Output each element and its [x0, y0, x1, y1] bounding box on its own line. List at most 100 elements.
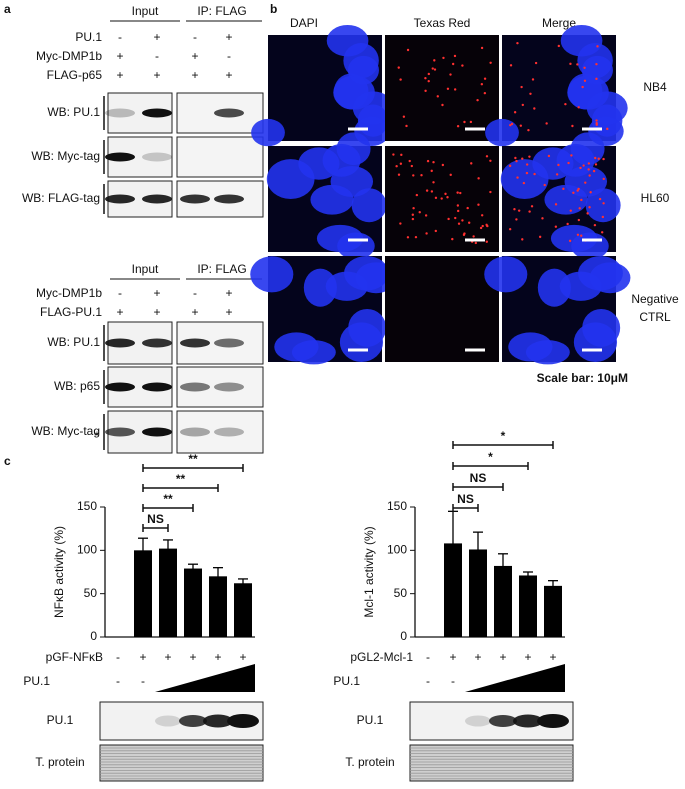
signal-dot	[583, 66, 586, 69]
signal-dot	[412, 207, 415, 210]
signal-dot	[392, 153, 395, 156]
error-bar	[548, 580, 558, 592]
blot-band	[203, 714, 233, 728]
x-tick-label: +	[239, 650, 246, 664]
blot-band	[180, 194, 210, 204]
signal-dot	[472, 235, 475, 238]
signal-dot	[440, 197, 443, 200]
signal-dot	[577, 187, 580, 191]
sign: +	[191, 305, 198, 319]
signal-dot	[400, 153, 403, 157]
signal-dot	[449, 173, 452, 177]
signal-dot	[582, 164, 585, 167]
signal-dot	[480, 83, 484, 86]
blot-band	[513, 714, 543, 728]
nucleus	[326, 24, 369, 57]
signal-dot	[470, 162, 473, 165]
blot-label: WB: FLAG-tag	[22, 191, 100, 205]
bar	[444, 543, 462, 637]
nucleus	[298, 147, 340, 180]
blot-band	[214, 194, 244, 204]
signal-dot	[583, 79, 587, 82]
blot-band	[179, 715, 207, 727]
y-tick-label: 100	[387, 543, 407, 557]
blot-band	[105, 382, 135, 392]
marker: *	[95, 429, 100, 443]
sign: +	[153, 30, 160, 44]
signal-dot	[408, 159, 411, 163]
signal-dot	[480, 214, 484, 217]
signal-dot	[424, 89, 427, 93]
nucleus	[508, 332, 553, 362]
signal-dot	[580, 234, 583, 237]
signal-dot	[534, 61, 538, 65]
error-bar	[498, 553, 508, 579]
signal-dot	[477, 203, 480, 206]
signal-dot	[426, 159, 430, 163]
signal-dot	[519, 124, 523, 127]
signal-dot	[555, 173, 559, 176]
signal-dot	[399, 222, 402, 225]
signal-dot	[451, 237, 454, 241]
blot-band	[142, 152, 172, 162]
signal-dot	[596, 45, 599, 48]
signal-dot	[463, 232, 466, 235]
signal-dot	[530, 205, 534, 208]
signal-dot	[564, 102, 567, 106]
dose-wedge	[465, 664, 565, 692]
signal-dot	[402, 115, 406, 118]
signal-dot	[514, 156, 517, 160]
column-header: Texas Red	[414, 16, 471, 30]
sign: -	[451, 674, 455, 688]
x-tick-label: +	[189, 650, 196, 664]
error-bar	[163, 539, 173, 558]
bar	[469, 549, 487, 637]
nucleus	[352, 91, 394, 125]
signal-dot	[520, 85, 523, 89]
signal-dot	[420, 174, 423, 177]
blot-band	[155, 715, 181, 727]
signal-dot	[412, 174, 415, 177]
micrograph	[385, 35, 499, 141]
sign: -	[193, 286, 197, 300]
nucleus	[532, 147, 574, 180]
nucleus	[310, 184, 354, 215]
signal-dot	[461, 64, 464, 67]
signal-dot	[521, 103, 525, 107]
signal-dot	[594, 156, 597, 160]
signal-dot	[436, 95, 439, 98]
signal-dot	[517, 209, 521, 212]
y-tick-label: 150	[77, 499, 97, 513]
signal-dot	[431, 67, 434, 70]
y-tick-label: 100	[77, 543, 97, 557]
signal-dot	[525, 171, 529, 175]
signal-dot	[481, 224, 484, 228]
nucleus	[337, 232, 375, 260]
signal-dot	[578, 207, 581, 210]
sign: -	[155, 49, 159, 63]
signal-dot	[425, 232, 428, 235]
signal-dot	[454, 216, 457, 220]
signal-dot	[427, 79, 430, 83]
signal-dot	[509, 64, 513, 67]
row-label: HL60	[641, 191, 670, 205]
micrograph-bg	[385, 256, 499, 362]
nucleus	[250, 256, 294, 293]
signal-dot	[489, 61, 492, 65]
blot-band	[105, 338, 135, 348]
blot	[176, 136, 264, 178]
signal-dot	[433, 59, 436, 62]
row-label: Myc-DMP1b	[36, 286, 102, 300]
signal-dot	[483, 77, 487, 80]
signal-dot	[567, 161, 570, 165]
y-tick-label: 50	[394, 586, 408, 600]
blot-label: PU.1	[47, 713, 74, 727]
signal-dot	[584, 181, 587, 184]
blot-band	[537, 714, 569, 728]
signal-dot	[411, 213, 415, 216]
sign: +	[153, 286, 160, 300]
signal-dot	[456, 209, 460, 213]
sign: -	[193, 30, 197, 44]
x-tick-label: +	[164, 650, 171, 664]
micrograph	[500, 132, 621, 260]
